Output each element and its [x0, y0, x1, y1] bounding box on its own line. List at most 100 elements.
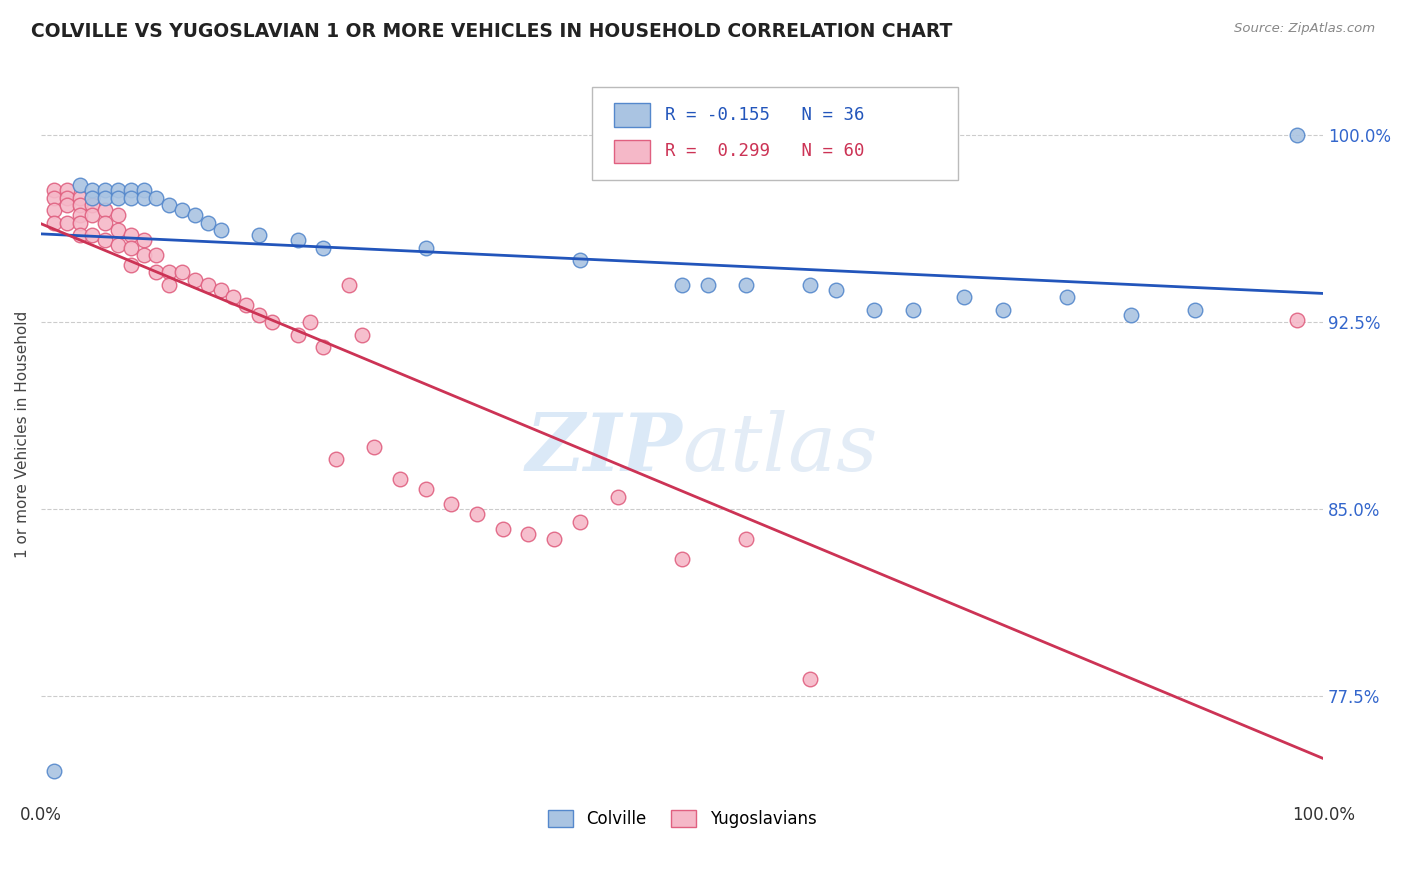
- Point: [415, 240, 437, 254]
- Point: [209, 283, 232, 297]
- Point: [184, 208, 207, 222]
- Text: R = -0.155   N = 36: R = -0.155 N = 36: [665, 106, 865, 124]
- Point: [107, 223, 129, 237]
- Point: [69, 208, 91, 222]
- Point: [120, 183, 142, 197]
- Point: [543, 533, 565, 547]
- Text: R =  0.299   N = 60: R = 0.299 N = 60: [665, 142, 865, 160]
- Point: [312, 340, 335, 354]
- Point: [157, 198, 180, 212]
- Point: [42, 203, 65, 218]
- Point: [991, 302, 1014, 317]
- Point: [82, 191, 104, 205]
- Bar: [614, 139, 650, 163]
- Point: [299, 315, 322, 329]
- Text: COLVILLE VS YUGOSLAVIAN 1 OR MORE VEHICLES IN HOUSEHOLD CORRELATION CHART: COLVILLE VS YUGOSLAVIAN 1 OR MORE VEHICL…: [31, 22, 952, 41]
- Point: [337, 277, 360, 292]
- Point: [415, 483, 437, 497]
- Point: [82, 183, 104, 197]
- Point: [312, 240, 335, 254]
- Point: [82, 198, 104, 212]
- Point: [94, 216, 117, 230]
- Point: [120, 258, 142, 272]
- Point: [42, 216, 65, 230]
- Point: [901, 302, 924, 317]
- Legend: Colville, Yugoslavians: Colville, Yugoslavians: [541, 804, 823, 835]
- Point: [825, 283, 848, 297]
- Point: [953, 290, 976, 304]
- Point: [363, 440, 385, 454]
- Point: [94, 233, 117, 247]
- Point: [132, 191, 155, 205]
- Point: [107, 238, 129, 252]
- Point: [94, 191, 117, 205]
- Point: [42, 764, 65, 779]
- Point: [69, 191, 91, 205]
- Point: [1056, 290, 1078, 304]
- Point: [132, 183, 155, 197]
- Point: [863, 302, 886, 317]
- Point: [209, 223, 232, 237]
- Point: [82, 208, 104, 222]
- Point: [82, 191, 104, 205]
- Text: Source: ZipAtlas.com: Source: ZipAtlas.com: [1234, 22, 1375, 36]
- Point: [568, 252, 591, 267]
- Point: [260, 315, 283, 329]
- Point: [132, 233, 155, 247]
- Point: [69, 178, 91, 193]
- Y-axis label: 1 or more Vehicles in Household: 1 or more Vehicles in Household: [15, 311, 30, 558]
- Point: [607, 490, 630, 504]
- Point: [350, 327, 373, 342]
- Point: [145, 248, 167, 262]
- Point: [1119, 308, 1142, 322]
- Point: [145, 265, 167, 279]
- Point: [440, 497, 463, 511]
- Point: [287, 327, 309, 342]
- Point: [235, 298, 257, 312]
- Point: [55, 216, 77, 230]
- Point: [671, 277, 693, 292]
- Point: [107, 183, 129, 197]
- Text: ZIP: ZIP: [526, 410, 682, 488]
- Point: [1184, 302, 1206, 317]
- Point: [287, 233, 309, 247]
- FancyBboxPatch shape: [592, 87, 957, 180]
- Point: [172, 203, 194, 218]
- Point: [172, 265, 194, 279]
- Bar: [614, 103, 650, 128]
- Point: [799, 277, 821, 292]
- Point: [222, 290, 245, 304]
- Point: [389, 472, 412, 486]
- Point: [1286, 128, 1309, 143]
- Point: [184, 273, 207, 287]
- Point: [735, 277, 758, 292]
- Point: [55, 198, 77, 212]
- Point: [42, 191, 65, 205]
- Point: [55, 191, 77, 205]
- Point: [42, 183, 65, 197]
- Text: atlas: atlas: [682, 410, 877, 488]
- Point: [94, 183, 117, 197]
- Point: [799, 672, 821, 686]
- Point: [69, 216, 91, 230]
- Point: [69, 198, 91, 212]
- Point: [696, 277, 718, 292]
- Point: [247, 308, 270, 322]
- Point: [69, 228, 91, 243]
- Point: [157, 277, 180, 292]
- Point: [517, 527, 540, 541]
- Point: [107, 208, 129, 222]
- Point: [197, 216, 219, 230]
- Point: [107, 191, 129, 205]
- Point: [735, 533, 758, 547]
- Point: [197, 277, 219, 292]
- Point: [157, 265, 180, 279]
- Point: [120, 228, 142, 243]
- Point: [1286, 313, 1309, 327]
- Point: [55, 183, 77, 197]
- Point: [120, 240, 142, 254]
- Point: [465, 508, 488, 522]
- Point: [491, 522, 513, 536]
- Point: [325, 452, 347, 467]
- Point: [145, 191, 167, 205]
